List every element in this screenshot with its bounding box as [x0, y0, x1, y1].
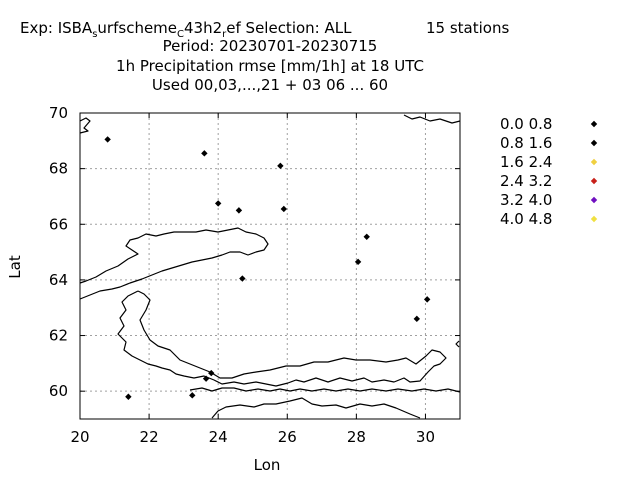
x-tick-label: 28: [347, 428, 366, 446]
x-tick-label: 24: [209, 428, 228, 446]
x-tick-label: 26: [278, 428, 297, 446]
chart-title-line2: Period: 20230701-20230715: [163, 37, 378, 55]
x-axis-label: Lon: [254, 456, 281, 474]
y-axis-label: Lat: [6, 255, 24, 279]
legend-marker: [590, 196, 598, 204]
legend-marker: [590, 215, 598, 223]
station-point: [363, 233, 370, 240]
station-point: [354, 258, 362, 266]
legend-label: 1.6 2.4: [500, 153, 552, 171]
station-point: [104, 136, 111, 143]
legend-label: 4.0 4.8: [500, 210, 552, 228]
legend-marker: [590, 139, 598, 147]
station-point: [125, 393, 132, 400]
y-tick-label: 70: [49, 104, 68, 122]
station-markers: [104, 136, 431, 400]
station-point: [189, 392, 196, 399]
station-point: [277, 162, 284, 170]
station-point: [413, 315, 421, 323]
y-tick-label: 64: [49, 271, 68, 289]
station-point: [214, 200, 222, 207]
y-tick-label: 66: [49, 215, 68, 233]
x-tick-label: 20: [70, 428, 89, 446]
coastline: [79, 114, 461, 419]
chart-title-stations: 15 stations: [426, 19, 509, 37]
y-tick-label: 68: [49, 160, 68, 178]
legend: 0.0 0.80.8 1.61.6 2.42.4 3.23.2 4.04.0 4…: [500, 115, 598, 228]
legend-marker: [590, 177, 598, 185]
station-point: [235, 207, 243, 214]
legend-label: 0.0 0.8: [500, 115, 552, 133]
chart-title-line1: Exp: ISBAsurfschemeC43h2ref Selection: A…: [20, 19, 352, 40]
station-point: [280, 205, 288, 213]
grid-lines: [79, 112, 460, 419]
station-point: [208, 369, 215, 377]
chart-title-line4: Used 00,03,...,21 + 03 06 ... 60: [152, 76, 388, 94]
station-point: [201, 150, 208, 157]
station-point: [202, 375, 210, 382]
axis-ticks: 20 22 24 26 28 30 60 62 64 66 68 70: [49, 104, 460, 446]
legend-label: 3.2 4.0: [500, 191, 552, 209]
y-tick-label: 62: [49, 327, 68, 345]
plot-frame: [79, 112, 461, 420]
y-tick-label: 60: [49, 382, 68, 400]
legend-marker: [590, 120, 598, 128]
legend-label: 2.4 3.2: [500, 172, 552, 190]
x-tick-label: 22: [140, 428, 159, 446]
x-tick-label: 30: [416, 428, 435, 446]
legend-label: 0.8 1.6: [500, 134, 552, 152]
legend-marker: [590, 158, 598, 166]
station-point: [423, 296, 431, 303]
chart-title-line3: 1h Precipitation rmse [mm/1h] at 18 UTC: [116, 57, 424, 75]
station-point: [239, 275, 246, 282]
